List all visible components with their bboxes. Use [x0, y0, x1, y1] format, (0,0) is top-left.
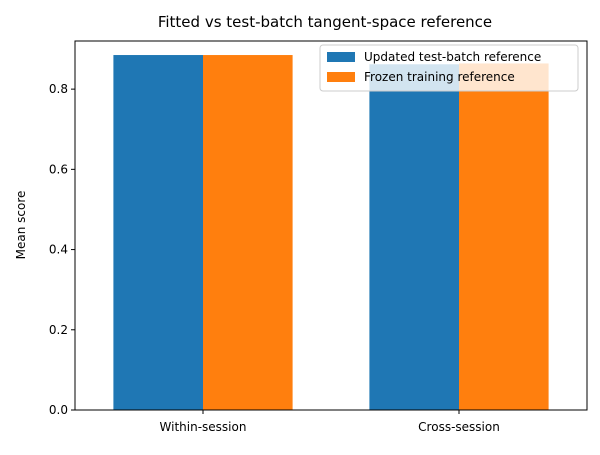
- bar-series2-cat1: [203, 55, 293, 410]
- legend-items: Updated test-batch reference Frozen train…: [327, 50, 541, 84]
- y-tick-label: 0.0: [49, 403, 68, 417]
- chart-title: Fitted vs test-batch tangent-space refer…: [158, 13, 492, 31]
- y-tick-label: 0.2: [49, 323, 68, 337]
- bar-series2-cat2: [459, 63, 549, 410]
- legend-swatch: [327, 72, 355, 82]
- bars-layer: [113, 55, 549, 410]
- legend: Updated test-batch reference Frozen train…: [319, 44, 579, 92]
- y-tick-label: 0.6: [49, 162, 68, 176]
- y-axis-label: Mean score: [14, 191, 28, 260]
- x-axis-ticks: Within-session Cross-session: [160, 410, 500, 434]
- legend-label: Frozen training reference: [364, 70, 515, 84]
- bar-series1-cat2: [369, 64, 459, 410]
- bar-series1-cat1: [113, 55, 203, 410]
- y-axis-ticks: 0.0 0.2 0.4 0.6 0.8: [49, 82, 75, 417]
- legend-swatch: [327, 52, 355, 62]
- x-tick-label: Within-session: [160, 420, 247, 434]
- y-tick-label: 0.4: [49, 243, 68, 257]
- y-tick-label: 0.8: [49, 82, 68, 96]
- legend-box: [319, 44, 579, 92]
- x-tick-label: Cross-session: [418, 420, 500, 434]
- plot-frame: [74, 40, 588, 411]
- legend-label: Updated test-batch reference: [364, 50, 541, 64]
